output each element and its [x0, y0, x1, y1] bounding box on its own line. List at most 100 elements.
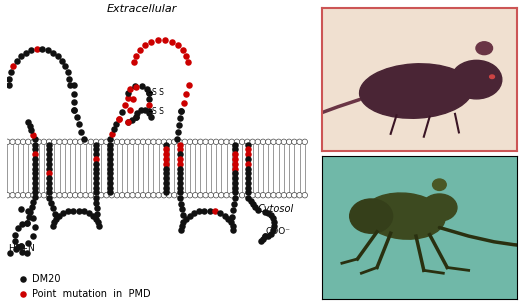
Point — [24, 209, 32, 214]
Point — [145, 110, 153, 115]
Circle shape — [125, 139, 130, 145]
Circle shape — [20, 139, 26, 145]
Point — [130, 60, 138, 65]
Circle shape — [99, 139, 104, 145]
Circle shape — [120, 139, 125, 145]
Point — [92, 176, 100, 181]
Point — [176, 171, 184, 176]
Circle shape — [266, 192, 271, 198]
Point — [44, 176, 53, 181]
Circle shape — [67, 139, 73, 145]
Circle shape — [218, 139, 224, 145]
Point — [106, 161, 114, 166]
Point — [106, 152, 114, 156]
Circle shape — [261, 192, 266, 198]
Point — [230, 161, 239, 166]
Circle shape — [177, 139, 183, 145]
Circle shape — [88, 192, 94, 198]
Point — [162, 142, 170, 147]
Circle shape — [130, 192, 135, 198]
Circle shape — [224, 192, 229, 198]
Circle shape — [198, 192, 203, 198]
Ellipse shape — [490, 75, 495, 78]
Point — [31, 190, 39, 195]
Point — [106, 166, 114, 171]
Circle shape — [234, 139, 240, 145]
Point — [132, 53, 140, 58]
Point — [253, 208, 262, 213]
Point — [251, 205, 259, 210]
Point — [58, 58, 66, 63]
Circle shape — [104, 139, 109, 145]
Circle shape — [250, 139, 255, 145]
Point — [5, 83, 13, 88]
Point — [44, 181, 53, 185]
Point — [31, 194, 39, 199]
Point — [185, 83, 193, 88]
Point — [14, 245, 22, 250]
Point — [244, 147, 253, 152]
Point — [177, 109, 186, 114]
Point — [106, 171, 114, 176]
Circle shape — [271, 192, 276, 198]
Point — [224, 216, 232, 221]
Point — [31, 176, 39, 181]
Circle shape — [172, 192, 177, 198]
Point — [38, 47, 46, 52]
Point — [244, 142, 253, 147]
Circle shape — [177, 192, 183, 198]
Point — [80, 136, 88, 141]
Point — [110, 127, 119, 131]
Point — [177, 109, 186, 114]
Point — [31, 161, 39, 166]
Circle shape — [41, 139, 47, 145]
Point — [46, 201, 55, 206]
Point — [244, 190, 253, 195]
Point — [182, 216, 190, 221]
Circle shape — [10, 139, 16, 145]
Circle shape — [276, 139, 281, 145]
Point — [176, 185, 184, 190]
Circle shape — [166, 139, 172, 145]
Circle shape — [192, 139, 198, 145]
Point — [48, 206, 57, 211]
Point — [69, 208, 77, 213]
Circle shape — [25, 192, 31, 198]
Text: Extracellular: Extracellular — [107, 4, 177, 14]
Point — [106, 142, 114, 147]
Point — [106, 156, 114, 161]
Point — [92, 190, 100, 195]
Ellipse shape — [422, 194, 457, 221]
Circle shape — [109, 192, 114, 198]
Text: S S: S S — [152, 88, 164, 97]
Point — [244, 185, 253, 190]
Point — [162, 152, 170, 156]
Circle shape — [302, 192, 307, 198]
Circle shape — [5, 139, 10, 145]
Point — [61, 64, 70, 69]
Point — [49, 50, 57, 55]
Point — [44, 152, 53, 156]
Point — [106, 137, 114, 142]
Circle shape — [83, 192, 88, 198]
Circle shape — [36, 139, 42, 145]
Point — [220, 213, 229, 218]
Circle shape — [302, 139, 307, 145]
Point — [106, 176, 114, 181]
Point — [230, 181, 239, 185]
Circle shape — [77, 192, 83, 198]
Point — [27, 48, 35, 53]
Point — [14, 226, 22, 231]
Circle shape — [187, 139, 193, 145]
Circle shape — [266, 139, 271, 145]
Circle shape — [57, 192, 62, 198]
Point — [145, 109, 153, 114]
Point — [145, 91, 153, 95]
Point — [176, 156, 184, 161]
Point — [138, 83, 146, 88]
Point — [18, 222, 26, 227]
Point — [29, 132, 37, 137]
Point — [270, 220, 278, 224]
Circle shape — [172, 139, 177, 145]
Point — [230, 171, 239, 176]
